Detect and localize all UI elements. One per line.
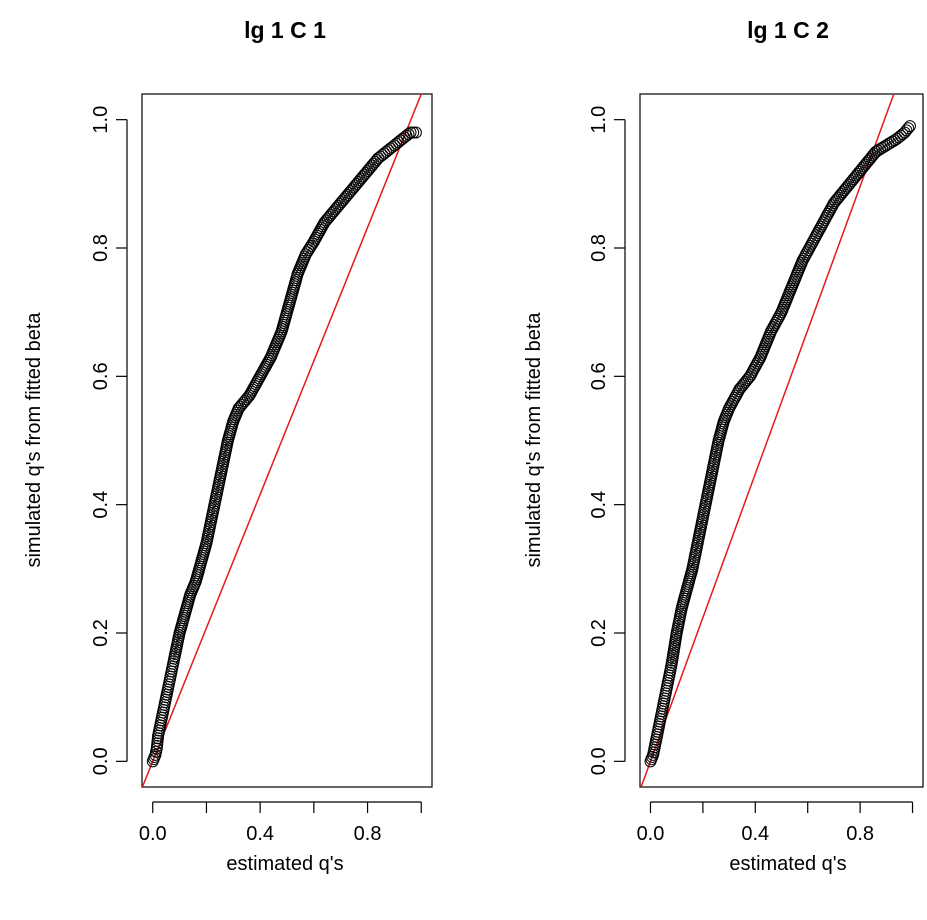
data-point	[902, 122, 915, 135]
x-axis-label-right: estimated q's	[729, 853, 846, 875]
y-tick-label-left: 0.0	[90, 747, 112, 775]
x-tick-label-right: 0.8	[846, 823, 874, 845]
data-point	[384, 142, 397, 155]
y-tick-label-right: 0.2	[588, 619, 610, 647]
data-point	[409, 126, 422, 139]
y-tick-label-left: 0.8	[90, 234, 112, 262]
data-point	[372, 152, 385, 165]
chart-title-left: lg 1 C 1	[244, 17, 326, 43]
y-axis-label-right: simulated q's from fitted beta	[523, 312, 545, 568]
reference-line-left	[142, 94, 423, 787]
plot-frame-right	[639, 93, 924, 788]
y-tick-label-right: 0.6	[588, 362, 610, 390]
y-tick-label-right: 0.0	[588, 747, 610, 775]
plot-area-right: 0.0 0.4 0.8 0.0 0.2 0.4 0.6 0.8 1.0	[588, 93, 924, 845]
y-axis-label-left: simulated q's from fitted beta	[23, 312, 45, 568]
data-point	[404, 126, 417, 139]
data-point	[900, 124, 913, 137]
y-tick-label-left: 1.0	[90, 106, 112, 134]
data-point	[388, 139, 401, 152]
y-tick-label-left: 0.2	[90, 619, 112, 647]
data-point	[378, 147, 391, 160]
x-tick-label-left: 0.4	[246, 823, 274, 845]
chart-title-right: lg 1 C 2	[747, 17, 829, 43]
data-points-left	[146, 126, 422, 768]
data-point	[374, 150, 387, 163]
x-tick-label-left: 0.8	[354, 823, 382, 845]
data-point	[380, 145, 393, 158]
data-point	[394, 134, 407, 147]
data-point	[903, 120, 916, 133]
x-tick-label-right: 0.4	[741, 823, 769, 845]
x-axis-label-left: estimated q's	[226, 853, 343, 875]
data-point	[402, 128, 415, 141]
plot-area-left: 0.0 0.4 0.8 0.0 0.2 0.4 0.6 0.8 1.0	[90, 93, 433, 845]
data-point	[386, 140, 399, 153]
y-tick-label-right: 1.0	[588, 106, 610, 134]
reference-line-right	[640, 94, 895, 787]
data-point	[376, 148, 389, 161]
data-point	[396, 132, 409, 145]
y-tick-label-left: 0.4	[90, 491, 112, 519]
y-tick-label-right: 0.4	[588, 491, 610, 519]
data-point	[390, 137, 403, 150]
y-tick-label-left: 0.6	[90, 362, 112, 390]
data-points-right	[644, 120, 916, 768]
data-point	[382, 144, 395, 157]
plot-frame-left	[141, 93, 433, 788]
y-tick-label-right: 0.8	[588, 234, 610, 262]
data-point	[888, 134, 901, 147]
data-point	[407, 126, 420, 139]
panel-right: lg 1 C 2 estimated q's simulated q's fro…	[523, 17, 847, 875]
x-tick-label-right: 0.0	[637, 823, 665, 845]
panel-left: lg 1 C 1 estimated q's simulated q's fro…	[23, 17, 344, 875]
x-tick-label-left: 0.0	[139, 823, 167, 845]
data-point	[392, 136, 405, 149]
